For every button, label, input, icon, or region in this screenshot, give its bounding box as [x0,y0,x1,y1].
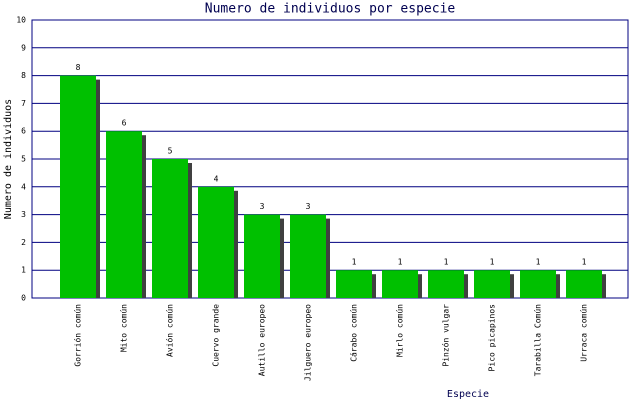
data-label: 6 [122,119,127,128]
bar [152,159,188,298]
bar [566,270,602,298]
y-tick-label: 6 [21,127,26,136]
data-label: 3 [260,202,265,211]
y-tick-label: 7 [21,99,26,108]
y-tick-label: 10 [16,16,26,25]
y-tick-label: 2 [21,238,26,247]
x-tick-label: Avión común [165,304,175,357]
y-tick-label: 5 [21,155,26,164]
x-tick-label: Cuervo grande [212,304,221,367]
x-tick-label: Pico picapinos [488,304,497,372]
y-tick-label: 8 [21,71,26,80]
x-tick-label: Urraca común [580,304,589,362]
x-tick-label: Autillo europeo [258,304,267,376]
x-tick-label: Cárabo común [350,304,359,362]
x-tick-label: Mito común [120,304,129,352]
data-label: 1 [352,258,357,267]
data-label: 1 [398,258,403,267]
bar [382,270,418,298]
data-label: 1 [582,258,587,267]
y-tick-label: 9 [21,43,26,52]
x-tick-label: Pinzón vulgar [441,304,451,367]
bar [290,214,326,298]
x-tick-label: Gorrión común [73,304,83,367]
bar [474,270,510,298]
bar [428,270,464,298]
y-tick-label: 0 [21,294,26,303]
bar [244,214,280,298]
data-label: 8 [76,63,81,72]
bar [336,270,372,298]
bar [106,131,142,298]
data-label: 3 [306,202,311,211]
y-tick-label: 1 [21,266,26,275]
data-label: 1 [444,258,449,267]
x-tick-label: Jilguero europeo [304,304,313,381]
data-label: 4 [214,174,219,183]
bar [60,75,96,298]
data-label: 1 [490,258,495,267]
x-tick-label: Mirlo común [396,304,405,357]
chart-title: Numero de individuos por especie [205,2,456,17]
bar [520,270,556,298]
y-axis-label: Numero de individuos [3,99,14,219]
x-axis-label: Especie [447,389,489,400]
data-label: 5 [168,147,173,156]
data-label: 1 [536,258,541,267]
y-tick-label: 3 [21,210,26,219]
y-tick-label: 4 [21,182,26,191]
bar [198,186,234,298]
x-tick-label: Tarabilla Común [534,304,543,376]
